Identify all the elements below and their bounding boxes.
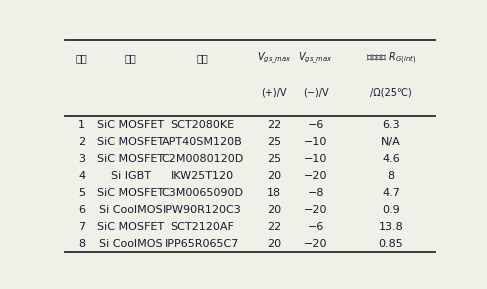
Text: −20: −20 bbox=[304, 239, 327, 249]
Text: 6: 6 bbox=[78, 205, 85, 215]
Text: 1: 1 bbox=[78, 121, 85, 130]
Text: APT40SM120B: APT40SM120B bbox=[162, 137, 243, 147]
Text: 20: 20 bbox=[267, 239, 281, 249]
Text: 4.7: 4.7 bbox=[382, 188, 400, 198]
Text: IPW90R120C3: IPW90R120C3 bbox=[163, 205, 242, 215]
Text: −10: −10 bbox=[304, 137, 327, 147]
Text: SCT2080KE: SCT2080KE bbox=[170, 121, 234, 130]
Text: (−)/V: (−)/V bbox=[303, 88, 328, 98]
Text: 2: 2 bbox=[78, 137, 85, 147]
Text: 13.8: 13.8 bbox=[379, 222, 404, 232]
Text: 25: 25 bbox=[267, 154, 281, 164]
Text: 4: 4 bbox=[78, 171, 85, 181]
Text: −6: −6 bbox=[307, 121, 324, 130]
Text: N/A: N/A bbox=[381, 137, 401, 147]
Text: SiC MOSFET: SiC MOSFET bbox=[97, 222, 164, 232]
Text: −10: −10 bbox=[304, 154, 327, 164]
Text: 8: 8 bbox=[78, 239, 85, 249]
Text: Si CoolMOS: Si CoolMOS bbox=[99, 205, 163, 215]
Text: 22: 22 bbox=[267, 222, 281, 232]
Text: 6.3: 6.3 bbox=[382, 121, 400, 130]
Text: $V_{gs\_max}$: $V_{gs\_max}$ bbox=[257, 51, 292, 66]
Text: 3: 3 bbox=[78, 154, 85, 164]
Text: 0.85: 0.85 bbox=[379, 239, 404, 249]
Text: IKW25T120: IKW25T120 bbox=[171, 171, 234, 181]
Text: $V_{gs\_max}$: $V_{gs\_max}$ bbox=[298, 51, 333, 66]
Text: 25: 25 bbox=[267, 137, 281, 147]
Text: IPP65R065C7: IPP65R065C7 bbox=[165, 239, 240, 249]
Text: SCT2120AF: SCT2120AF bbox=[170, 222, 234, 232]
Text: 栅极内阻 $R_{G(int)}$: 栅极内阻 $R_{G(int)}$ bbox=[366, 50, 416, 66]
Text: −20: −20 bbox=[304, 205, 327, 215]
Text: /Ω(25℃): /Ω(25℃) bbox=[370, 88, 412, 98]
Text: 0.9: 0.9 bbox=[382, 205, 400, 215]
Text: 5: 5 bbox=[78, 188, 85, 198]
Text: 20: 20 bbox=[267, 205, 281, 215]
Text: Si IGBT: Si IGBT bbox=[111, 171, 150, 181]
Text: C3M0065090D: C3M0065090D bbox=[161, 188, 244, 198]
Text: Si CoolMOS: Si CoolMOS bbox=[99, 239, 163, 249]
Text: 7: 7 bbox=[78, 222, 85, 232]
Text: 8: 8 bbox=[388, 171, 394, 181]
Text: −20: −20 bbox=[304, 171, 327, 181]
Text: 22: 22 bbox=[267, 121, 281, 130]
Text: 4.6: 4.6 bbox=[382, 154, 400, 164]
Text: −6: −6 bbox=[307, 222, 324, 232]
Text: (+)/V: (+)/V bbox=[262, 88, 287, 98]
Text: 18: 18 bbox=[267, 188, 281, 198]
Text: SiC MOSFET: SiC MOSFET bbox=[97, 137, 164, 147]
Text: 编号: 编号 bbox=[76, 53, 88, 63]
Text: 类别: 类别 bbox=[125, 53, 136, 63]
Text: SiC MOSFET: SiC MOSFET bbox=[97, 188, 164, 198]
Text: C2M0080120D: C2M0080120D bbox=[161, 154, 244, 164]
Text: 20: 20 bbox=[267, 171, 281, 181]
Text: −8: −8 bbox=[307, 188, 324, 198]
Text: SiC MOSFET: SiC MOSFET bbox=[97, 154, 164, 164]
Text: 型号: 型号 bbox=[197, 53, 208, 63]
Text: SiC MOSFET: SiC MOSFET bbox=[97, 121, 164, 130]
